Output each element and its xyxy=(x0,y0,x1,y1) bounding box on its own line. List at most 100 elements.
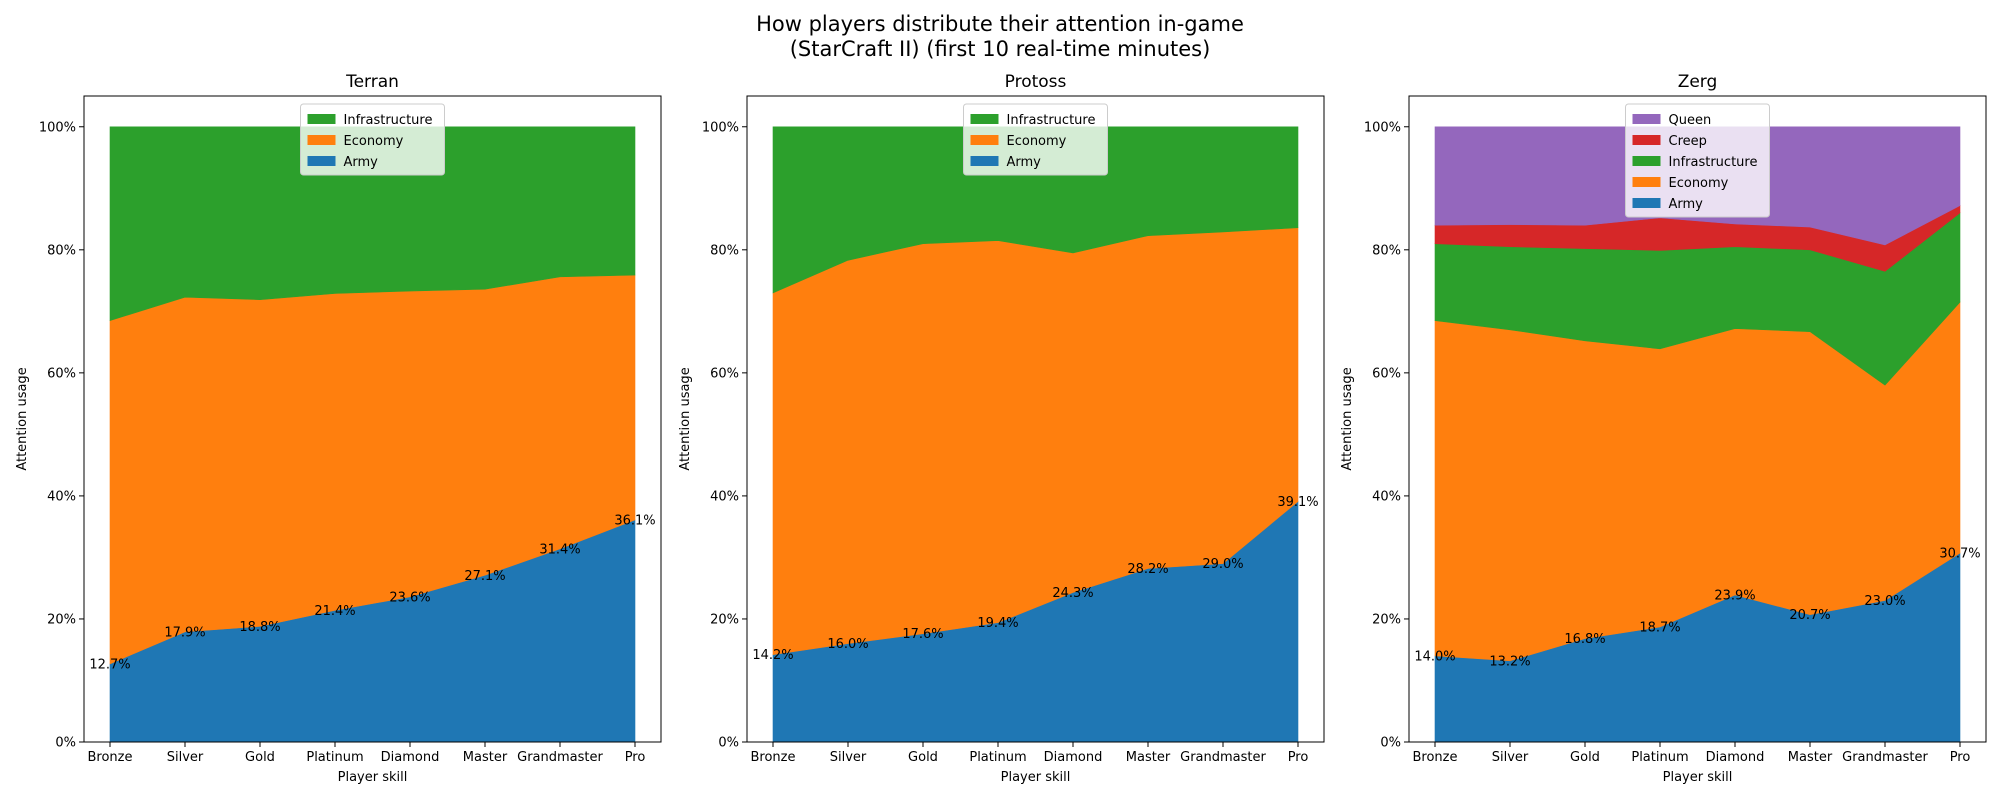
legend-swatch-economy xyxy=(970,135,999,145)
y-tick-label: 0% xyxy=(55,736,76,751)
x-tick-label: Platinum xyxy=(1631,750,1688,765)
x-tick-label: Master xyxy=(463,750,508,765)
axes-frame xyxy=(746,95,1325,743)
y-tick-label: 40% xyxy=(710,489,739,504)
legend-label-army: Army xyxy=(1669,197,1704,212)
x-tick-label: Master xyxy=(1126,750,1171,765)
data-label: 20.7% xyxy=(1789,608,1830,623)
x-axis-label: Player skill xyxy=(338,770,408,785)
x-tick-label: Bronze xyxy=(1413,750,1458,765)
data-label: 31.4% xyxy=(539,542,580,557)
data-label: 30.7% xyxy=(1939,547,1980,562)
legend-swatch-infrastructure xyxy=(1632,156,1661,166)
y-axis-label: Attention usage xyxy=(15,367,30,470)
axes-frame xyxy=(83,95,662,743)
x-tick-label: Grandmaster xyxy=(1842,750,1928,765)
data-label: 23.0% xyxy=(1864,594,1905,609)
x-tick-label: Gold xyxy=(1570,750,1600,765)
data-label: 14.2% xyxy=(752,648,793,663)
x-tick-label: Silver xyxy=(167,750,204,765)
legend-swatch-army xyxy=(970,156,999,166)
data-label: 14.0% xyxy=(1414,649,1455,664)
legend-label-army: Army xyxy=(1007,155,1042,170)
y-tick-label: 0% xyxy=(718,736,739,751)
y-axis-label: Attention usage xyxy=(678,367,693,470)
y-tick-label: 60% xyxy=(710,366,739,381)
x-tick-label: Bronze xyxy=(751,750,796,765)
x-tick-label: Diamond xyxy=(1044,750,1103,765)
data-label: 18.8% xyxy=(239,620,280,635)
x-tick-label: Silver xyxy=(830,750,867,765)
legend-swatch-queen xyxy=(1632,114,1661,124)
panel-title: Zerg xyxy=(1678,72,1718,92)
legend-swatch-army xyxy=(1632,198,1661,208)
legend-swatch-creep xyxy=(1632,135,1661,145)
x-tick-label: Pro xyxy=(1288,750,1309,765)
x-tick-label: Master xyxy=(1788,750,1833,765)
figure-title-line-1: How players distribute their attention i… xyxy=(756,12,1244,36)
panel-title: Protoss xyxy=(1005,72,1067,92)
legend-label-infrastructure: Infrastructure xyxy=(1007,113,1096,128)
y-tick-label: 100% xyxy=(702,120,739,135)
legend-label-queen: Queen xyxy=(1669,113,1712,128)
x-tick-label: Diamond xyxy=(381,750,440,765)
data-label: 17.6% xyxy=(902,627,943,642)
panel-protoss: 0% 20% 40% 60% 80% 100% Bronze Silver Gold Platin… xyxy=(678,72,1325,785)
data-label: 17.9% xyxy=(164,625,205,640)
legend-swatch-economy xyxy=(1632,177,1661,187)
y-tick-label: 40% xyxy=(47,489,76,504)
x-tick-label: Gold xyxy=(245,750,275,765)
legend-label-economy: Economy xyxy=(1669,176,1729,191)
y-axis-label: Attention usage xyxy=(1340,367,1355,470)
data-label: 13.2% xyxy=(1489,654,1530,669)
data-label: 12.7% xyxy=(89,657,130,672)
data-label: 27.1% xyxy=(464,569,505,584)
figure-title: How players distribute their attention i… xyxy=(0,12,2000,62)
figure-title-line-2: (StarCraft II) (first 10 real-time minut… xyxy=(789,37,1211,61)
data-label: 24.3% xyxy=(1052,586,1093,601)
y-tick-label: 80% xyxy=(47,243,76,258)
x-tick-label: Platinum xyxy=(306,750,363,765)
data-label: 28.2% xyxy=(1127,562,1168,577)
x-tick-label: Platinum xyxy=(969,750,1026,765)
data-label: 21.4% xyxy=(314,604,355,619)
y-tick-label: 80% xyxy=(1372,243,1401,258)
y-tick-label: 100% xyxy=(1364,120,1401,135)
legend-label-economy: Economy xyxy=(1007,134,1067,149)
legend-swatch-infrastructure xyxy=(307,114,336,124)
x-tick-label: Silver xyxy=(1492,750,1529,765)
legend-label-economy: Economy xyxy=(344,134,404,149)
x-tick-label: Gold xyxy=(908,750,938,765)
legend: Infrastructure Economy Army xyxy=(963,103,1108,176)
legend-label-infrastructure: Infrastructure xyxy=(1669,155,1758,170)
y-tick-label: 20% xyxy=(47,612,76,627)
y-tick-label: 40% xyxy=(1372,489,1401,504)
legend-label-infrastructure: Infrastructure xyxy=(344,113,433,128)
x-tick-label: Diamond xyxy=(1706,750,1765,765)
legend: Infrastructure Economy Army xyxy=(300,103,445,176)
data-label: 18.7% xyxy=(1639,620,1680,635)
legend-box xyxy=(1625,103,1770,218)
panel-title: Terran xyxy=(345,72,399,92)
x-tick-label: Bronze xyxy=(88,750,133,765)
legend-swatch-army xyxy=(307,156,336,166)
y-tick-label: 20% xyxy=(710,612,739,627)
legend-box xyxy=(963,103,1108,176)
x-tick-label: Pro xyxy=(1950,750,1971,765)
legend-label-army: Army xyxy=(344,155,379,170)
data-label: 16.8% xyxy=(1564,632,1605,647)
y-tick-label: 60% xyxy=(47,366,76,381)
data-label: 23.6% xyxy=(389,590,430,605)
legend-label-creep: Creep xyxy=(1669,134,1707,149)
panel-zerg: 0% 20% 40% 60% 80% 100% Bronze Silver Gold Platin… xyxy=(1340,72,1987,785)
axes-frame xyxy=(1408,95,1987,743)
y-tick-label: 0% xyxy=(1380,736,1401,751)
data-label: 36.1% xyxy=(614,513,655,528)
legend-box xyxy=(300,103,445,176)
x-axis-label: Player skill xyxy=(1001,770,1071,785)
legend-swatch-infrastructure xyxy=(970,114,999,124)
data-label: 19.4% xyxy=(977,616,1018,631)
x-axis-label: Player skill xyxy=(1663,770,1733,785)
x-tick-label: Grandmaster xyxy=(517,750,603,765)
